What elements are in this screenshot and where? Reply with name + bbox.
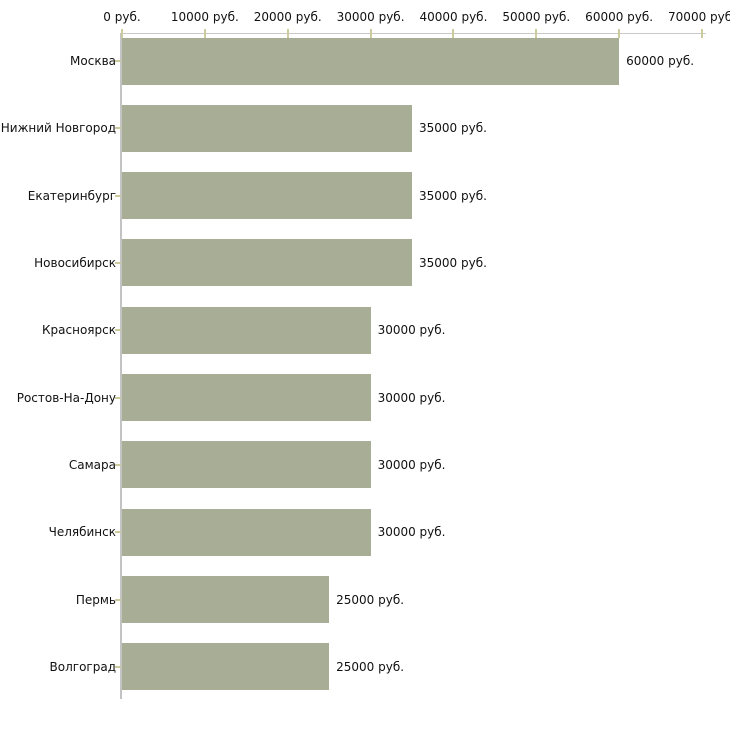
value-label: 30000 руб. [377, 390, 446, 405]
x-axis-line [121, 33, 706, 34]
category-label: Нижний Новгород [0, 121, 116, 136]
category-label: Самара [68, 457, 116, 472]
category-label: Красноярск [42, 323, 116, 338]
x-axis-tick-label: 50000 руб. [502, 10, 571, 24]
x-axis-tick-label: 60000 руб. [585, 10, 654, 24]
x-axis-tick-mark [535, 29, 538, 38]
y-axis-tick-mark [115, 60, 121, 62]
x-axis-tick-label: 70000 руб. [668, 10, 730, 24]
y-axis-line [120, 33, 122, 699]
x-axis-tick-mark [369, 29, 372, 38]
bar [122, 441, 371, 489]
x-axis-tick-label: 40000 руб. [419, 10, 488, 24]
x-axis-tick-mark [701, 29, 703, 38]
category-label: Москва [70, 54, 116, 68]
value-label: 60000 руб. [626, 54, 695, 68]
bar [122, 643, 330, 691]
y-axis-tick-mark [115, 396, 121, 399]
category-label: Екатеринбург [27, 188, 116, 203]
y-axis-tick-mark [115, 194, 121, 197]
x-axis-tick-mark [121, 29, 123, 38]
bar [122, 104, 412, 152]
y-axis-tick-mark [115, 665, 121, 668]
bar [122, 576, 330, 624]
x-axis-tick-mark [618, 29, 621, 38]
category-label: Челябинск [48, 525, 116, 540]
category-label: Волгоград [49, 659, 116, 674]
x-axis-tick-label: 20000 руб. [253, 10, 322, 24]
bar [122, 239, 412, 287]
y-axis-tick-mark [115, 261, 121, 264]
y-axis-tick-mark [115, 463, 121, 466]
value-label: 30000 руб. [377, 457, 446, 472]
x-axis-tick-mark [203, 29, 206, 38]
x-axis-tick-mark [286, 29, 289, 38]
value-label: 35000 руб. [419, 188, 487, 203]
x-axis-tick-label: 0 руб. [103, 10, 141, 24]
y-axis-tick-mark [115, 329, 121, 332]
y-axis-tick-mark [115, 598, 121, 601]
value-label: 25000 руб. [336, 659, 405, 674]
bar [122, 37, 620, 85]
bar [122, 374, 371, 422]
category-label: Пермь [75, 592, 116, 607]
y-axis-tick-mark [115, 127, 121, 130]
bar [122, 508, 371, 556]
x-axis-tick-label: 30000 руб. [336, 10, 405, 24]
category-label: Ростов-На-Дону [16, 390, 116, 405]
value-label: 30000 руб. [377, 525, 446, 540]
category-label: Новосибирск [34, 255, 116, 270]
bar [122, 172, 412, 220]
y-axis-tick-mark [115, 531, 121, 534]
value-label: 30000 руб. [377, 323, 446, 338]
value-label: 25000 руб. [336, 592, 405, 607]
value-label: 35000 руб. [419, 255, 487, 270]
x-axis-tick-label: 10000 руб. [170, 10, 239, 24]
x-axis-tick-mark [452, 29, 455, 38]
value-label: 35000 руб. [419, 121, 487, 136]
bar [122, 306, 371, 354]
